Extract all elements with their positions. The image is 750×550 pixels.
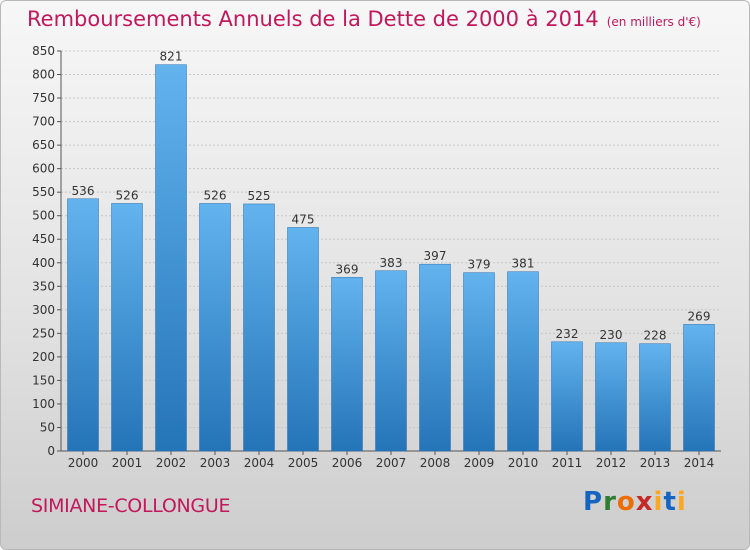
y-tick-label: 250 (32, 326, 55, 340)
y-tick-label: 600 (32, 162, 55, 176)
bar-2001 (111, 203, 143, 452)
x-tick-label: 2005 (288, 456, 319, 470)
value-label: 536 (72, 184, 95, 198)
value-label: 228 (644, 329, 667, 343)
x-tick-label: 2006 (332, 456, 363, 470)
value-label: 269 (688, 309, 711, 323)
y-tick-label: 850 (32, 44, 55, 58)
value-label: 525 (248, 189, 271, 203)
title-unit: (en milliers d'€) (606, 15, 701, 29)
bars (67, 64, 715, 452)
y-tick-label: 650 (32, 138, 55, 152)
x-tick-label: 2000 (68, 456, 99, 470)
bar-2000 (67, 198, 99, 452)
value-label: 397 (424, 249, 447, 263)
x-tick-label: 2014 (684, 456, 715, 470)
y-tick-label: 750 (32, 91, 55, 105)
y-tick-label: 400 (32, 256, 55, 270)
commune-name: SIMIANE-COLLONGUE (31, 495, 231, 517)
x-tick-label: 2009 (464, 456, 495, 470)
bar-2007 (375, 270, 407, 452)
value-label: 232 (556, 327, 579, 341)
x-tick-label: 2012 (596, 456, 627, 470)
y-tick-label: 700 (32, 115, 55, 129)
proxiti-logo: Proxiti (583, 487, 687, 517)
x-tick-label: 2002 (156, 456, 187, 470)
value-label: 369 (336, 262, 359, 276)
value-label: 475 (292, 212, 315, 226)
y-tick-label: 800 (32, 68, 55, 82)
bar-2012 (595, 342, 627, 452)
x-tick-label: 2001 (112, 456, 143, 470)
value-label: 526 (116, 188, 139, 202)
bar-2011 (551, 341, 583, 452)
x-tick-label: 2011 (552, 456, 583, 470)
value-label: 821 (160, 50, 183, 64)
bar-2004 (243, 203, 275, 452)
value-label: 526 (204, 188, 227, 202)
y-tick-label: 500 (32, 209, 55, 223)
bar-2006 (331, 277, 363, 452)
title-text: Remboursements Annuels de la Dette de 20… (27, 7, 599, 31)
y-tick-label: 200 (32, 350, 55, 364)
value-label: 381 (512, 257, 535, 271)
bar-2009 (463, 272, 495, 452)
x-tick-label: 2003 (200, 456, 231, 470)
y-tick-label: 50 (40, 420, 55, 434)
y-tick-label: 350 (32, 279, 55, 293)
y-tick-label: 100 (32, 397, 55, 411)
x-tick-label: 2013 (640, 456, 671, 470)
value-label: 379 (468, 258, 491, 272)
data-labels: 536 526 821 526 525 475 369 383 397 379 381 232 230 2… (72, 50, 711, 343)
value-label: 230 (600, 328, 623, 342)
bar-2008 (419, 263, 451, 452)
value-label: 383 (380, 256, 403, 270)
bar-2010 (507, 271, 539, 452)
bar-2014 (683, 324, 715, 452)
chart-title: Remboursements Annuels de la Dette de 20… (27, 7, 701, 31)
y-tick-label: 300 (32, 303, 55, 317)
x-tick-label: 2008 (420, 456, 451, 470)
axes: 0 50 100 150 200 250 300 350 400 450 500 550 600 650 7… (32, 44, 721, 470)
bar-2013 (639, 343, 671, 452)
bar-2005 (287, 227, 319, 452)
y-tick-label: 450 (32, 232, 55, 246)
y-tick-label: 550 (32, 185, 55, 199)
x-tick-label: 2007 (376, 456, 407, 470)
bar-2003 (199, 203, 231, 452)
x-tick-label: 2010 (508, 456, 539, 470)
x-tick-label: 2004 (244, 456, 275, 470)
y-tick-label: 150 (32, 373, 55, 387)
bar-2002 (155, 64, 187, 452)
y-tick-label: 0 (47, 444, 55, 458)
